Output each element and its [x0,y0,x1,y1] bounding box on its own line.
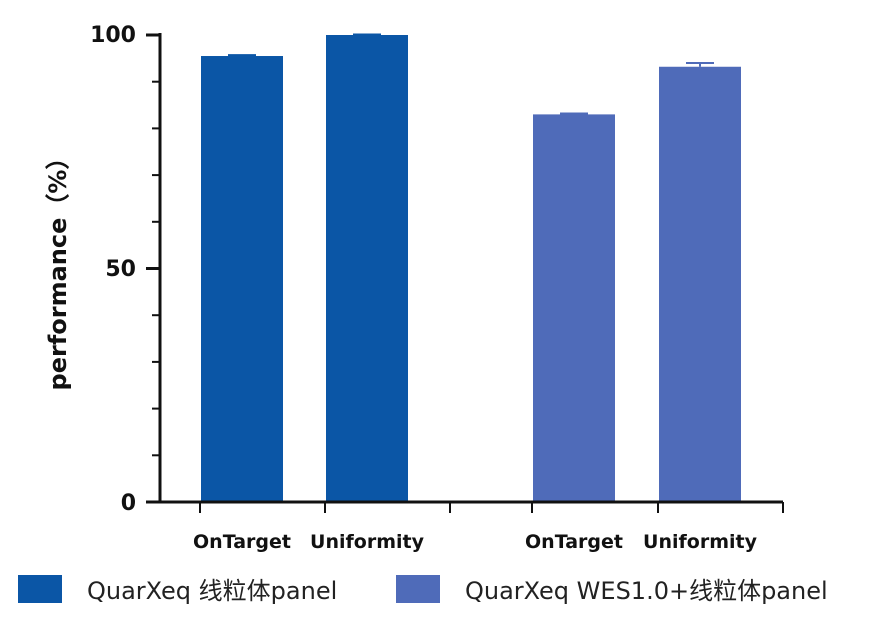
x-category-label-g1-uniformity: Uniformity [310,531,425,553]
error-bar-series-2-ontarget [560,112,588,115]
y-ticks [146,33,784,513]
x-category-label-g1-ontarget: OnTarget [193,531,291,553]
bar-series-2-ontarget [533,114,615,502]
error-bar-series-2-uniformity [686,62,714,67]
bar-series-1-ontarget [201,56,283,502]
error-bar-series-1-ontarget [228,54,256,57]
x-category-label-g2-uniformity: Uniformity [643,531,758,553]
legend-swatch-series-2 [396,575,440,603]
y-axis-title: performance（%） [44,146,72,391]
bar-series-1-uniformity [326,35,408,502]
x-category-label-g2-ontarget: OnTarget [525,531,623,553]
bar-series-2-uniformity [659,66,741,503]
y-tick-label-50: 50 [105,257,136,282]
legend-label-series-2: QuarXeq WES1.0+线粒体panel [465,577,828,605]
bars-layer [201,35,741,503]
error-bars-layer [228,33,714,115]
y-tick-label-100: 100 [90,23,136,48]
y-tick-label-0: 0 [121,491,136,516]
legend-label-series-1: QuarXeq 线粒体panel [87,577,337,605]
legend-swatch-series-1 [18,575,62,603]
